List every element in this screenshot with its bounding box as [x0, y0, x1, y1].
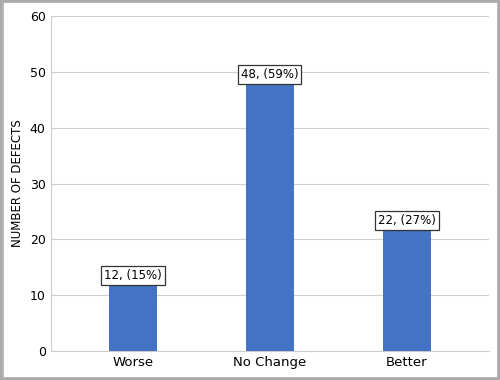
- Bar: [246, 83, 294, 351]
- Text: 48, (59%): 48, (59%): [241, 68, 298, 81]
- Text: 22, (27%): 22, (27%): [378, 214, 436, 226]
- Text: 12, (15%): 12, (15%): [104, 269, 162, 282]
- Bar: [108, 284, 156, 351]
- Y-axis label: NUMBER OF DEFECTS: NUMBER OF DEFECTS: [11, 120, 24, 247]
- Bar: [382, 228, 430, 351]
